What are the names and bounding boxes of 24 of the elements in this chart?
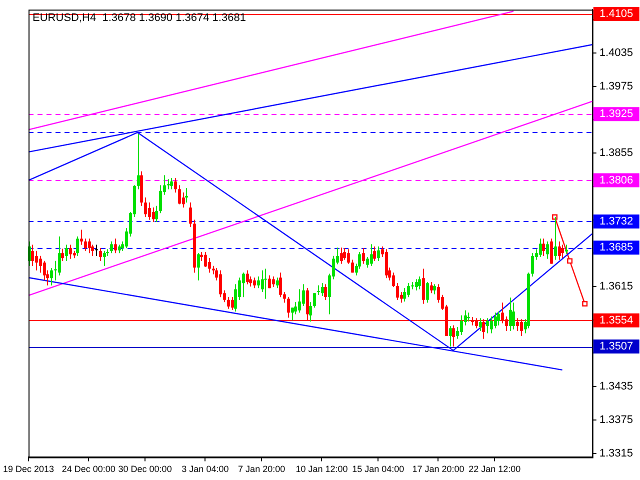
y-tick-label: 1.3315: [599, 447, 634, 460]
ref-line-label: 1.4105: [600, 8, 634, 20]
x-tick-label: 19 Dec 2013: [2, 464, 54, 474]
x-tick-label: 17 Jan 20:00: [412, 464, 464, 474]
ref-line-label: 1.3685: [600, 242, 634, 254]
ref-line-label: 1.3554: [600, 314, 634, 326]
y-tick-label: 1.4035: [599, 47, 634, 59]
ref-line-label: 1.3507: [600, 340, 634, 353]
ref-line-label: 1.3806: [600, 174, 634, 186]
y-tick-label: 1.3615: [599, 280, 634, 293]
x-tick-label: 7 Jan 20:00: [238, 464, 286, 474]
y-tick-label: 1.3375: [599, 414, 634, 426]
ref-line-label: 1.3925: [600, 108, 634, 120]
x-tick-label: 30 Dec 00:00: [118, 464, 172, 474]
x-tick-label: 15 Jan 04:00: [352, 464, 404, 474]
y-tick-label: 1.3435: [599, 380, 634, 393]
x-tick-label: 24 Dec 00:00: [62, 464, 116, 474]
x-tick-label: 22 Jan 12:00: [468, 464, 521, 474]
y-tick-label: 1.3975: [599, 80, 634, 92]
x-tick-label: 3 Jan 04:00: [182, 464, 229, 474]
chart-title: EURUSD,H4 1.3678 1.3690 1.3674 1.3681: [32, 12, 246, 24]
y-tick-label: 1.3855: [599, 147, 634, 160]
ref-line-label: 1.3732: [600, 215, 634, 228]
x-tick-label: 10 Jan 12:00: [296, 464, 348, 474]
